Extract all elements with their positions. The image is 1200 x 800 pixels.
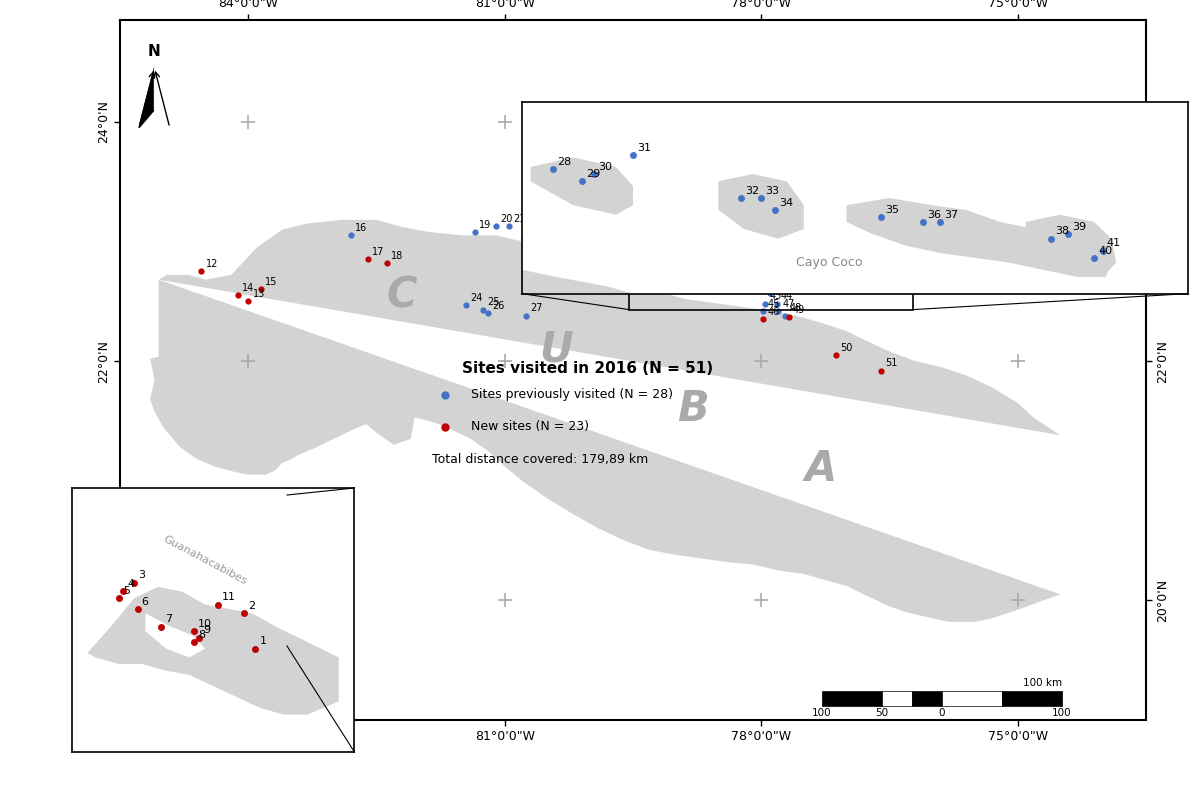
Text: 34: 34 <box>746 218 758 227</box>
Polygon shape <box>1026 214 1116 277</box>
Text: 31: 31 <box>676 190 688 200</box>
Text: New sites (N = 23): New sites (N = 23) <box>470 420 589 434</box>
Text: 14: 14 <box>242 283 254 293</box>
Text: 39: 39 <box>1073 222 1087 232</box>
Text: C: C <box>386 274 418 316</box>
Text: 37: 37 <box>829 223 842 234</box>
Text: 35: 35 <box>884 205 899 215</box>
Text: 32: 32 <box>730 211 742 222</box>
Polygon shape <box>155 68 169 128</box>
Text: 33: 33 <box>766 186 779 196</box>
Polygon shape <box>145 614 205 658</box>
Text: Guanahacabibes: Guanahacabibes <box>162 534 248 587</box>
Text: 30: 30 <box>598 162 612 172</box>
Polygon shape <box>530 158 634 214</box>
Text: 0: 0 <box>938 708 946 718</box>
Text: 32: 32 <box>745 186 758 196</box>
Text: 40: 40 <box>906 241 919 251</box>
Polygon shape <box>714 211 757 244</box>
Text: 8: 8 <box>198 630 205 640</box>
Polygon shape <box>150 355 253 430</box>
Text: 28: 28 <box>557 157 571 167</box>
Text: 25: 25 <box>487 298 500 307</box>
Text: 50: 50 <box>840 343 853 353</box>
Polygon shape <box>719 174 804 238</box>
Text: 18: 18 <box>391 250 403 261</box>
Polygon shape <box>779 223 911 263</box>
Polygon shape <box>620 203 672 232</box>
Text: Total distance covered: 179,89 km: Total distance covered: 179,89 km <box>432 453 648 466</box>
Text: 4: 4 <box>127 579 134 590</box>
Text: 30: 30 <box>656 199 668 210</box>
Text: 47: 47 <box>782 298 794 309</box>
Text: 36: 36 <box>821 223 833 234</box>
Text: 36: 36 <box>928 210 942 220</box>
Text: 49: 49 <box>793 305 805 314</box>
Text: 34: 34 <box>779 198 793 208</box>
Text: Sites previously visited (N = 28): Sites previously visited (N = 28) <box>470 388 673 401</box>
Text: 22: 22 <box>528 226 540 236</box>
Text: 35: 35 <box>799 221 812 231</box>
Text: 31: 31 <box>637 142 652 153</box>
Text: 15: 15 <box>265 277 277 287</box>
Text: 48: 48 <box>790 303 802 314</box>
Text: Cayo Coco: Cayo Coco <box>796 256 863 269</box>
Text: 45: 45 <box>767 298 780 309</box>
Bar <box>133 495 287 646</box>
Text: 38: 38 <box>886 231 898 242</box>
Text: 6: 6 <box>142 597 149 607</box>
Text: 5: 5 <box>122 586 130 596</box>
Text: A: A <box>805 448 838 490</box>
Text: 12: 12 <box>205 259 218 269</box>
Text: U: U <box>539 328 572 370</box>
Text: 17: 17 <box>372 247 384 257</box>
Polygon shape <box>846 198 1111 277</box>
Text: 37: 37 <box>944 210 959 220</box>
Text: 100: 100 <box>812 708 832 718</box>
Text: 2: 2 <box>248 602 256 611</box>
Text: 20: 20 <box>500 214 512 224</box>
Polygon shape <box>150 220 1061 622</box>
Text: 100: 100 <box>1052 708 1072 718</box>
Text: 29: 29 <box>586 169 600 179</box>
Text: 51: 51 <box>886 358 898 369</box>
Text: 29: 29 <box>650 203 662 213</box>
Text: 3: 3 <box>138 570 145 581</box>
Text: 33: 33 <box>739 211 752 222</box>
Text: 43: 43 <box>769 291 782 302</box>
Text: N: N <box>148 45 161 59</box>
Text: 1: 1 <box>259 637 266 646</box>
Text: 50: 50 <box>876 708 888 718</box>
Text: 44: 44 <box>781 291 793 302</box>
Text: 10: 10 <box>198 619 212 629</box>
Text: 41: 41 <box>911 238 923 247</box>
Text: 39: 39 <box>894 230 906 239</box>
Bar <box>629 275 913 310</box>
Text: 24: 24 <box>470 293 482 302</box>
Polygon shape <box>522 270 1188 390</box>
Text: 42: 42 <box>774 281 786 290</box>
Polygon shape <box>88 587 338 714</box>
Polygon shape <box>868 232 913 263</box>
Text: 13: 13 <box>252 289 265 299</box>
Text: 9: 9 <box>203 626 210 635</box>
Text: 16: 16 <box>355 223 367 234</box>
Text: 21: 21 <box>514 214 526 224</box>
Text: 19: 19 <box>479 220 491 230</box>
Text: 28: 28 <box>636 197 648 207</box>
Text: 7: 7 <box>166 614 173 625</box>
Text: 46: 46 <box>767 307 779 317</box>
Polygon shape <box>139 68 155 128</box>
Text: 23: 23 <box>533 222 545 232</box>
Text: 40: 40 <box>1098 246 1112 256</box>
Text: 26: 26 <box>492 301 504 311</box>
Text: 100 km: 100 km <box>1022 678 1062 688</box>
Text: 38: 38 <box>1056 226 1069 237</box>
Polygon shape <box>338 375 415 445</box>
Text: B: B <box>677 388 709 430</box>
Text: Sites visited in 2016 (N = 51): Sites visited in 2016 (N = 51) <box>462 361 713 376</box>
Text: 41: 41 <box>1106 238 1121 249</box>
Text: 11: 11 <box>222 593 236 602</box>
Text: 27: 27 <box>530 303 542 314</box>
